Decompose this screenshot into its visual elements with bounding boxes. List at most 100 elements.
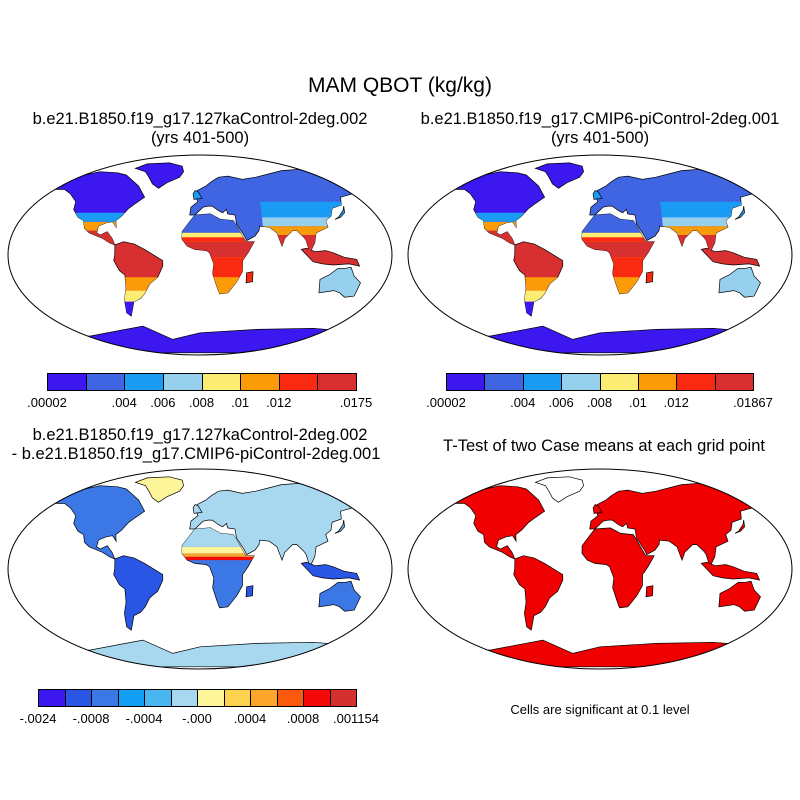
continent-madagascar — [245, 585, 254, 598]
humidity-band — [513, 301, 563, 317]
colorbar-label: .012 — [266, 395, 292, 410]
humidity-band — [182, 232, 255, 238]
map-outline — [7, 154, 393, 356]
map-land-layer — [32, 162, 384, 354]
colorbar-swatch — [484, 373, 524, 391]
humidity-band — [182, 237, 255, 242]
colorbar-swatch — [38, 689, 66, 707]
colorbar-swatch — [144, 689, 172, 707]
colorbar-label: -.0024 — [19, 711, 57, 726]
continent-madagascar — [645, 271, 654, 284]
humidity-band — [582, 237, 655, 242]
map-panel-piControl — [407, 154, 793, 356]
continent-australia — [718, 580, 761, 612]
humidity-band — [262, 217, 358, 227]
map-panel-127ka — [7, 154, 393, 356]
humidity-band — [463, 221, 538, 231]
humidity-band — [113, 301, 163, 317]
continent-japan — [734, 206, 745, 220]
humidity-band — [662, 217, 758, 227]
colorbar-127ka: .00002 .004 .006 .008 .01 .012 .0175 — [27, 373, 372, 413]
colorbar-label: .008 — [586, 395, 613, 410]
colorbar-label: .006 — [150, 395, 176, 410]
humidity-band — [113, 277, 163, 291]
colorbar-swatch — [250, 689, 278, 707]
continent-japan — [334, 520, 345, 534]
continent-antarctica — [432, 639, 768, 668]
colorbar-label: .012 — [663, 395, 689, 410]
colorbar-swatch — [170, 689, 198, 707]
difference-band — [182, 546, 255, 554]
humidity-band — [464, 212, 539, 222]
map-land-layer — [32, 476, 384, 668]
continent-antarctica — [32, 639, 368, 668]
continent-greenland — [534, 162, 584, 189]
humidity-band — [260, 201, 356, 218]
continent-northAmerica — [40, 171, 146, 247]
colorbar-label: .004 — [510, 395, 536, 410]
continent-northAmerica — [40, 485, 146, 561]
continent-uk — [192, 190, 203, 200]
panel-1-title-line1: b.e21.B1850.f19_g17.127kaControl-2deg.00… — [32, 110, 368, 128]
colorbar-swatch — [223, 689, 251, 707]
map-land-layer — [432, 476, 784, 668]
colorbar-label: .008 — [188, 395, 215, 410]
map-outline — [7, 468, 393, 670]
continent-japan — [734, 520, 745, 534]
continent-greenland — [134, 476, 184, 503]
panel-3-title-line1: b.e21.B1850.f19_g17.127kaControl-2deg.00… — [32, 426, 368, 444]
colorbar-label: .01 — [628, 395, 647, 410]
humidity-band — [660, 201, 756, 218]
humidity-band — [513, 277, 563, 291]
difference-band — [182, 556, 255, 561]
difference-band — [182, 553, 255, 557]
colorbar-swatch — [85, 373, 126, 391]
panel-1-title-line2: (yrs 401-500) — [150, 129, 250, 147]
colorbar-swatch — [276, 689, 304, 707]
colorbar-piControl: .00002 .004 .006 .008 .01 .012 .01867 — [426, 373, 773, 413]
humidity-band — [113, 290, 163, 302]
continent-indonesia — [300, 561, 361, 581]
colorbar-swatch — [64, 689, 92, 707]
map-outline — [407, 468, 793, 670]
colorbar-swatch — [197, 689, 225, 707]
map-panel-ttest — [407, 468, 793, 670]
continent-greenland — [534, 476, 584, 503]
continent-uk — [592, 504, 603, 514]
continent-indonesia — [700, 561, 761, 581]
colorbar-label: .0004 — [233, 711, 267, 726]
colorbar-swatch — [47, 373, 87, 391]
figure-title: MAM QBOT (kg/kg) — [308, 74, 492, 97]
colorbar-label: -.0008 — [72, 711, 110, 726]
map-outline — [407, 154, 793, 356]
colorbar-swatch — [317, 373, 357, 391]
colorbar-label: .00002 — [426, 395, 466, 410]
colorbar-swatch — [117, 689, 145, 707]
continent-southAmerica — [113, 555, 164, 631]
colorbar-label: .0008 — [286, 711, 320, 726]
colorbar-swatch — [91, 689, 119, 707]
continent-antarctica — [32, 325, 368, 354]
continent-madagascar — [245, 271, 254, 284]
map-panel-difference — [7, 468, 393, 670]
colorbar-label: -.000 — [182, 711, 212, 726]
colorbar-swatch — [124, 373, 164, 391]
continent-australia — [718, 266, 761, 298]
continent-africa — [581, 527, 655, 609]
humidity-band — [513, 290, 563, 302]
colorbar-swatch — [303, 689, 331, 707]
continent-madagascar — [645, 585, 654, 598]
continent-southAmerica — [513, 555, 564, 631]
colorbar-label: .01867 — [733, 395, 773, 410]
continent-japan — [334, 206, 345, 220]
colorbar-label: .001154 — [332, 711, 380, 726]
colorbar-swatch — [201, 373, 242, 391]
colorbar-swatch — [278, 373, 319, 391]
colorbar-swatch — [637, 373, 678, 391]
colorbar-swatch — [446, 373, 486, 391]
continent-greenland — [134, 162, 184, 189]
panel-3-title-line2: - b.e21.B1850.f19_g17.CMIP6-piControl-2d… — [11, 445, 381, 463]
colorbar-difference: -.0024 -.0008 -.0004 -.000 .0004 .0008 .001154 — [20, 689, 379, 729]
colorbar-swatch — [162, 373, 203, 391]
colorbar-swatch — [599, 373, 639, 391]
